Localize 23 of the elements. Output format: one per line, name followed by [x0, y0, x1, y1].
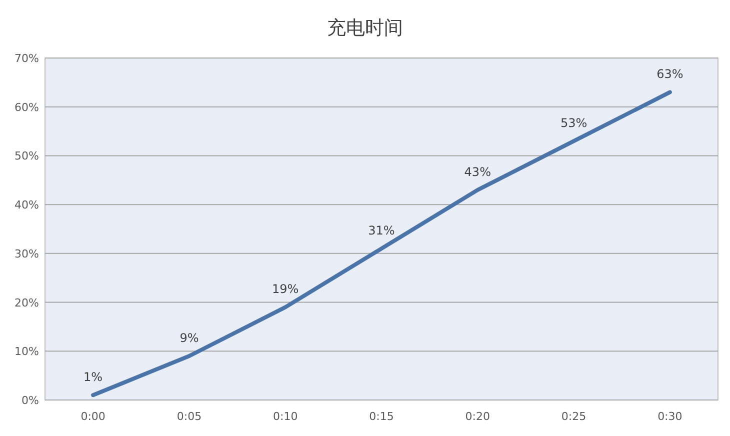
x-tick-label: 0:10 — [273, 410, 298, 423]
data-label: 53% — [560, 116, 588, 130]
x-tick-label: 0:00 — [80, 410, 106, 423]
x-tick-label: 0:05 — [176, 410, 202, 423]
data-label: 1% — [84, 370, 103, 384]
y-tick-label: 60% — [14, 100, 39, 114]
y-tick-label: 70% — [14, 52, 39, 65]
data-label: 43% — [464, 164, 491, 179]
y-tick-label: 50% — [14, 150, 39, 163]
data-label: 19% — [272, 282, 299, 296]
chart-title: 充电时间 — [327, 17, 403, 39]
data-label: 31% — [368, 224, 395, 238]
x-tick-label: 0:20 — [465, 410, 490, 423]
y-tick-label: 20% — [14, 296, 39, 310]
data-label: 9% — [180, 331, 199, 346]
y-tick-label: 30% — [14, 247, 39, 260]
data-label: 63% — [656, 67, 684, 82]
y-tick-label: 10% — [14, 345, 39, 358]
x-tick-label: 0:25 — [561, 410, 586, 423]
y-tick-label: 0% — [22, 394, 39, 407]
x-tick-label: 0:30 — [658, 410, 682, 423]
y-tick-label: 40% — [14, 198, 39, 212]
x-tick-label: 0:15 — [369, 410, 394, 423]
